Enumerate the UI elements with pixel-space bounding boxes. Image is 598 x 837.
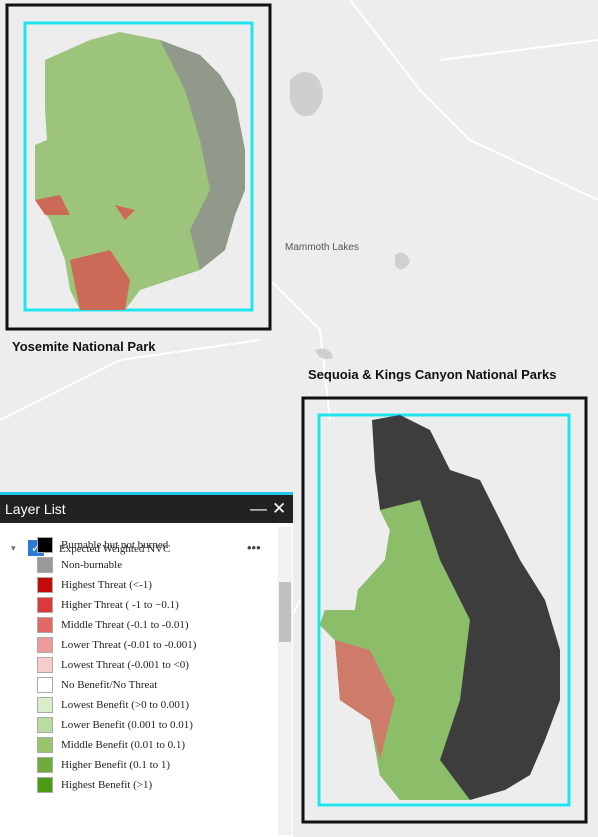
legend-swatch [37,617,53,633]
legend-item: Lowest Threat (-0.001 to <0) [37,657,277,673]
legend-label: Middle Threat (-0.1 to -0.01) [61,619,189,631]
legend-item: Middle Benefit (0.01 to 0.1) [37,737,277,753]
legend-item: Non-burnable [37,557,277,573]
legend-item: Highest Threat (<-1) [37,577,277,593]
legend-item: Lowest Benefit (>0 to 0.001) [37,697,277,713]
legend-label: Lowest Threat (-0.001 to <0) [61,659,189,671]
legend-swatch [37,757,53,773]
legend-label: Non-burnable [61,559,123,571]
layer-menu[interactable]: ••• [247,540,261,555]
legend-swatch [37,717,53,733]
legend-label: Burnable but not burned [61,539,169,551]
legend-item: Lower Threat (-0.01 to -0.001) [37,637,277,653]
close-button[interactable]: ✕ [272,499,287,518]
park-nonburnable [160,40,245,270]
legend-label: Higher Threat ( -1 to −0.1) [61,599,179,611]
park-label: Sequoia & Kings Canyon National Parks [308,367,557,382]
legend-swatch [37,537,53,553]
legend-label: Lower Threat (-0.01 to -0.001) [61,639,197,651]
legend-swatch [37,557,53,573]
legend-label: Lowest Benefit (>0 to 0.001) [61,699,190,711]
legend-swatch [37,657,53,673]
legend-label: Lower Benefit (0.001 to 0.01) [61,719,193,731]
legend-swatch [37,737,53,753]
sequoia-frame [301,396,588,824]
legend-item: Higher Threat ( -1 to −0.1) [37,597,277,613]
yosemite-extent [23,21,254,312]
scrollbar[interactable] [278,527,292,835]
legend-swatch [37,697,53,713]
legend-swatch [37,777,53,793]
park-threat [335,640,395,760]
lakes [290,71,410,359]
legend-swatch [37,577,53,593]
legend-label: Highest Benefit (>1) [61,779,153,791]
legend-item: Lower Benefit (0.001 to 0.01) [37,717,277,733]
legend-item: Highest Benefit (>1) [37,777,277,793]
legend-label: No Benefit/No Threat [61,679,158,691]
yosemite-frame [5,3,272,331]
park-benefit [320,500,470,800]
panel-header: Layer List — ✕ [0,495,293,523]
legend-swatch [37,597,53,613]
legend-item: No Benefit/No Threat [37,677,277,693]
panel-title: Layer List [5,501,66,517]
legend-item: Burnable but not burned [37,537,277,553]
park-threat [35,195,135,310]
expand-caret[interactable]: ▾ [11,543,16,553]
legend-item: Middle Threat (-0.1 to -0.01) [37,617,277,633]
legend-swatch [37,677,53,693]
layer-name: Expected Weighted NVC [59,543,171,555]
layer-list-panel: Layer List — ✕ ▾ ✓ Expected Weighted NVC… [0,492,293,837]
legend-swatch [37,637,53,653]
minimize-button[interactable]: — [250,499,267,518]
town-label: Mammoth Lakes [285,242,359,253]
legend-label: Highest Threat (<-1) [61,579,152,591]
park-label: Yosemite National Park [12,339,156,354]
legend-label: Higher Benefit (0.1 to 1) [61,759,171,771]
legend-item: Higher Benefit (0.1 to 1) [37,757,277,773]
sequoia-extent [317,413,571,807]
scroll-thumb[interactable] [279,582,291,642]
legend-label: Middle Benefit (0.01 to 0.1) [61,739,186,751]
